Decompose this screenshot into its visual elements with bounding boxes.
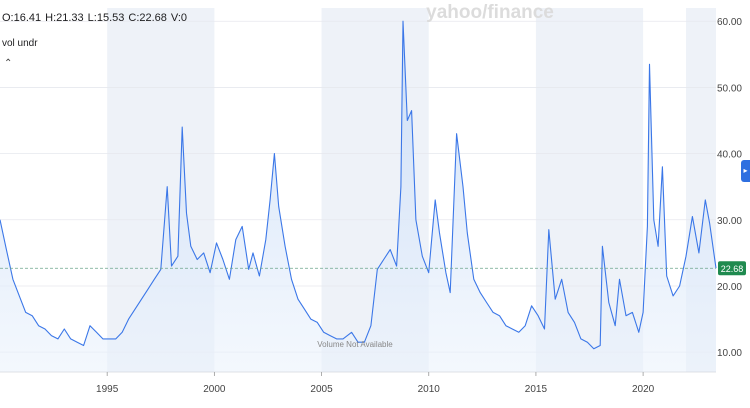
y-axis: 60.00 50.00 40.00 30.00 20.00 10.00 xyxy=(717,17,742,359)
close-value: C:22.68 xyxy=(128,12,167,24)
open-value: O:16.41 xyxy=(2,12,42,24)
high-value: H:21.33 xyxy=(45,12,84,24)
y-tick-label: 40.00 xyxy=(717,150,742,161)
y-tick-label: 30.00 xyxy=(717,216,742,227)
low-value: L:15.53 xyxy=(87,12,125,24)
volume-value: V:0 xyxy=(170,12,188,24)
y-tick-label: 20.00 xyxy=(717,282,742,293)
x-tick-label: 2010 xyxy=(418,384,441,395)
series-line xyxy=(0,20,717,350)
current-price-tag: 22.68 xyxy=(718,261,746,276)
x-tick-label: 2000 xyxy=(203,384,226,395)
current-price-tag-bg xyxy=(718,261,746,276)
volume-note: Volume Not Available xyxy=(317,340,393,349)
x-tick-label: 1995 xyxy=(96,384,119,395)
chevron-right-icon[interactable]: ▸ xyxy=(741,160,750,182)
y-tick-label: 50.00 xyxy=(717,83,742,94)
watermark: yahoo/finance xyxy=(426,2,554,23)
y-tick-label: 10.00 xyxy=(717,348,742,359)
chevron-up-icon[interactable]: ⌃ xyxy=(4,58,13,69)
x-tick-label: 2005 xyxy=(310,384,333,395)
x-axis: 1995 2000 2005 2010 2015 2020 xyxy=(0,371,716,395)
current-price-tag-label: 22.68 xyxy=(721,264,744,274)
study-label: vol undr xyxy=(2,38,38,49)
ohlc-readout: O:16.41 H:21.33 L:15.53 C:22.68 V:0 xyxy=(2,12,191,24)
x-tick-label: 2015 xyxy=(525,384,548,395)
area-fill xyxy=(0,21,716,372)
x-tick-label: 2020 xyxy=(632,384,655,395)
y-tick-label: 60.00 xyxy=(717,17,742,28)
